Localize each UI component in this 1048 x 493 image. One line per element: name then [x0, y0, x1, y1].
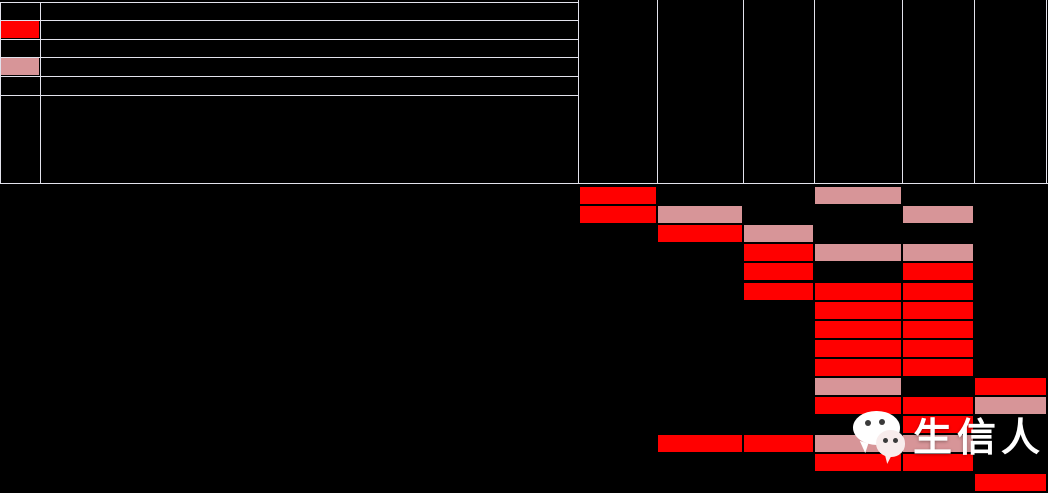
matrix-cell: [903, 263, 973, 280]
matrix-cell: [975, 397, 1046, 414]
grid-vline: [974, 0, 975, 183]
legend-swatch-pink_cell: [1, 58, 39, 75]
grid-vline: [1046, 0, 1047, 183]
matrix-cell: [744, 435, 813, 452]
wechat-logo-eye: [893, 438, 898, 443]
grid-hline: [0, 57, 578, 58]
matrix-cell: [903, 321, 973, 338]
matrix-cell: [903, 244, 973, 261]
matrix-cell: [903, 283, 973, 300]
grid-vline: [40, 2, 41, 183]
column-header-label: [664, 48, 750, 171]
column-header: [903, 10, 973, 181]
matrix-cell: [658, 435, 742, 452]
legend-swatch-red_cell: [1, 21, 39, 38]
matrix-cell: [975, 378, 1046, 395]
matrix-cell: [815, 283, 901, 300]
column-header-label: [981, 48, 1048, 171]
wechat-logo-eye: [883, 438, 888, 443]
watermark-text: 生信人: [913, 416, 1046, 461]
wechat-watermark: 生信人: [840, 405, 1048, 475]
column-header: [658, 10, 742, 181]
matrix-cell: [815, 378, 901, 395]
matrix-cell: [903, 454, 973, 471]
grid-hline: [0, 20, 578, 21]
matrix-cell: [975, 474, 1046, 491]
matrix-cell: [744, 225, 813, 242]
column-header: [815, 10, 901, 181]
matrix-cell: [744, 263, 813, 280]
matrix-cell: [580, 206, 656, 223]
matrix-cell: [815, 397, 901, 414]
matrix-cell: [815, 340, 901, 357]
matrix-cell: [903, 302, 973, 319]
matrix-cell: [815, 187, 901, 204]
matrix-cell: [903, 206, 973, 223]
wechat-logo-eye: [879, 419, 885, 425]
column-header: [744, 10, 813, 181]
matrix-cell: [815, 321, 901, 338]
wechat-logo-eye: [865, 420, 871, 426]
grid-vline: [0, 2, 1, 183]
grid-hline: [0, 183, 1048, 184]
column-header: [580, 10, 656, 181]
wechat-logo-small-bubble-icon: [876, 430, 905, 457]
grid-vline: [657, 0, 658, 183]
column-header: [975, 10, 1046, 181]
grid-hline: [0, 2, 578, 3]
matrix-cell: [658, 225, 742, 242]
matrix-cell: [903, 397, 973, 414]
matrix-cell: [744, 283, 813, 300]
matrix-cell: [580, 187, 656, 204]
grid-hline: [0, 76, 578, 77]
grid-vline: [578, 0, 579, 183]
matrix-cell: [815, 244, 901, 261]
column-header-label: [821, 48, 907, 171]
grid-vline: [902, 0, 903, 183]
matrix-cell: [903, 416, 973, 433]
matrix-cell: [815, 359, 901, 376]
matrix-cell: [744, 244, 813, 261]
matrix-cell: [903, 340, 973, 357]
wechat-logo-tail: [856, 440, 869, 454]
grid-vline: [743, 0, 744, 183]
matrix-cell: [903, 359, 973, 376]
matrix-cell: [815, 302, 901, 319]
matrix-cell: [815, 454, 901, 471]
grid-hline: [0, 39, 578, 40]
grid-vline: [814, 0, 815, 183]
matrix-cell: [658, 206, 742, 223]
matrix-cell: [903, 435, 973, 452]
grid-hline: [0, 95, 578, 96]
